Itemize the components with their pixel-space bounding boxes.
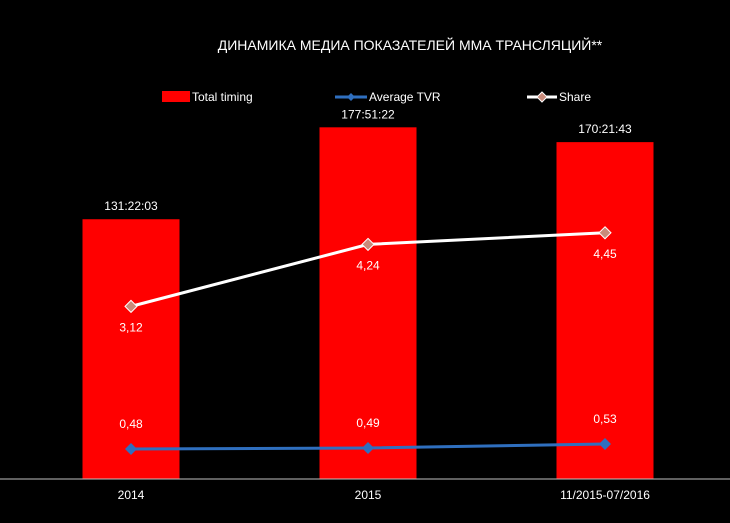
legend: Total timing Average TVR Share [162,90,591,104]
tvr-label-2: 0,53 [593,412,617,426]
share-label-0: 3,12 [119,320,143,334]
legend-marker-share [536,91,548,103]
x-tick-label-0: 2014 [118,488,145,502]
tvr-marker-1 [362,442,374,454]
tvr-marker-0 [125,443,137,455]
bar-total-timing-2 [556,142,654,479]
share-label-2: 4,45 [593,247,617,261]
legend-swatch-total-timing [162,91,190,102]
x-tick-label-2: 11/2015-07/2016 [560,488,650,502]
tvr-label-0: 0,48 [119,417,143,431]
bar-total-timing-0 [82,219,180,479]
share-marker-1 [361,237,375,252]
tvr-label-1: 0,49 [356,416,380,430]
share-label-1: 4,24 [356,258,380,272]
legend-label-share: Share [559,90,591,104]
share-marker-0 [124,299,138,314]
x-tick-labels: 2014 2015 11/2015-07/2016 [118,488,651,502]
bar-label-2: 170:21:43 [578,122,632,136]
bar-label-1: 177:51:22 [341,107,395,121]
bar-label-0: 131:22:03 [104,199,158,213]
bars-group [82,127,654,479]
tvr-marker-2 [599,438,611,450]
lines-group [124,226,612,455]
bar-total-timing-1 [319,127,417,479]
share-marker-2 [598,226,612,240]
legend-label-average-tvr: Average TVR [369,90,441,104]
chart-title: ДИНАМИКА МЕДИА ПОКАЗАТЕЛЕЙ ММА ТРАНСЛЯЦИ… [218,36,603,53]
legend-label-total-timing: Total timing [192,90,253,104]
x-tick-label-1: 2015 [355,488,382,502]
labels-group: 131:22:03 177:51:22 170:21:43 3,12 4,24 4,45 0… [104,107,632,431]
legend-marker-average-tvr [347,93,355,101]
